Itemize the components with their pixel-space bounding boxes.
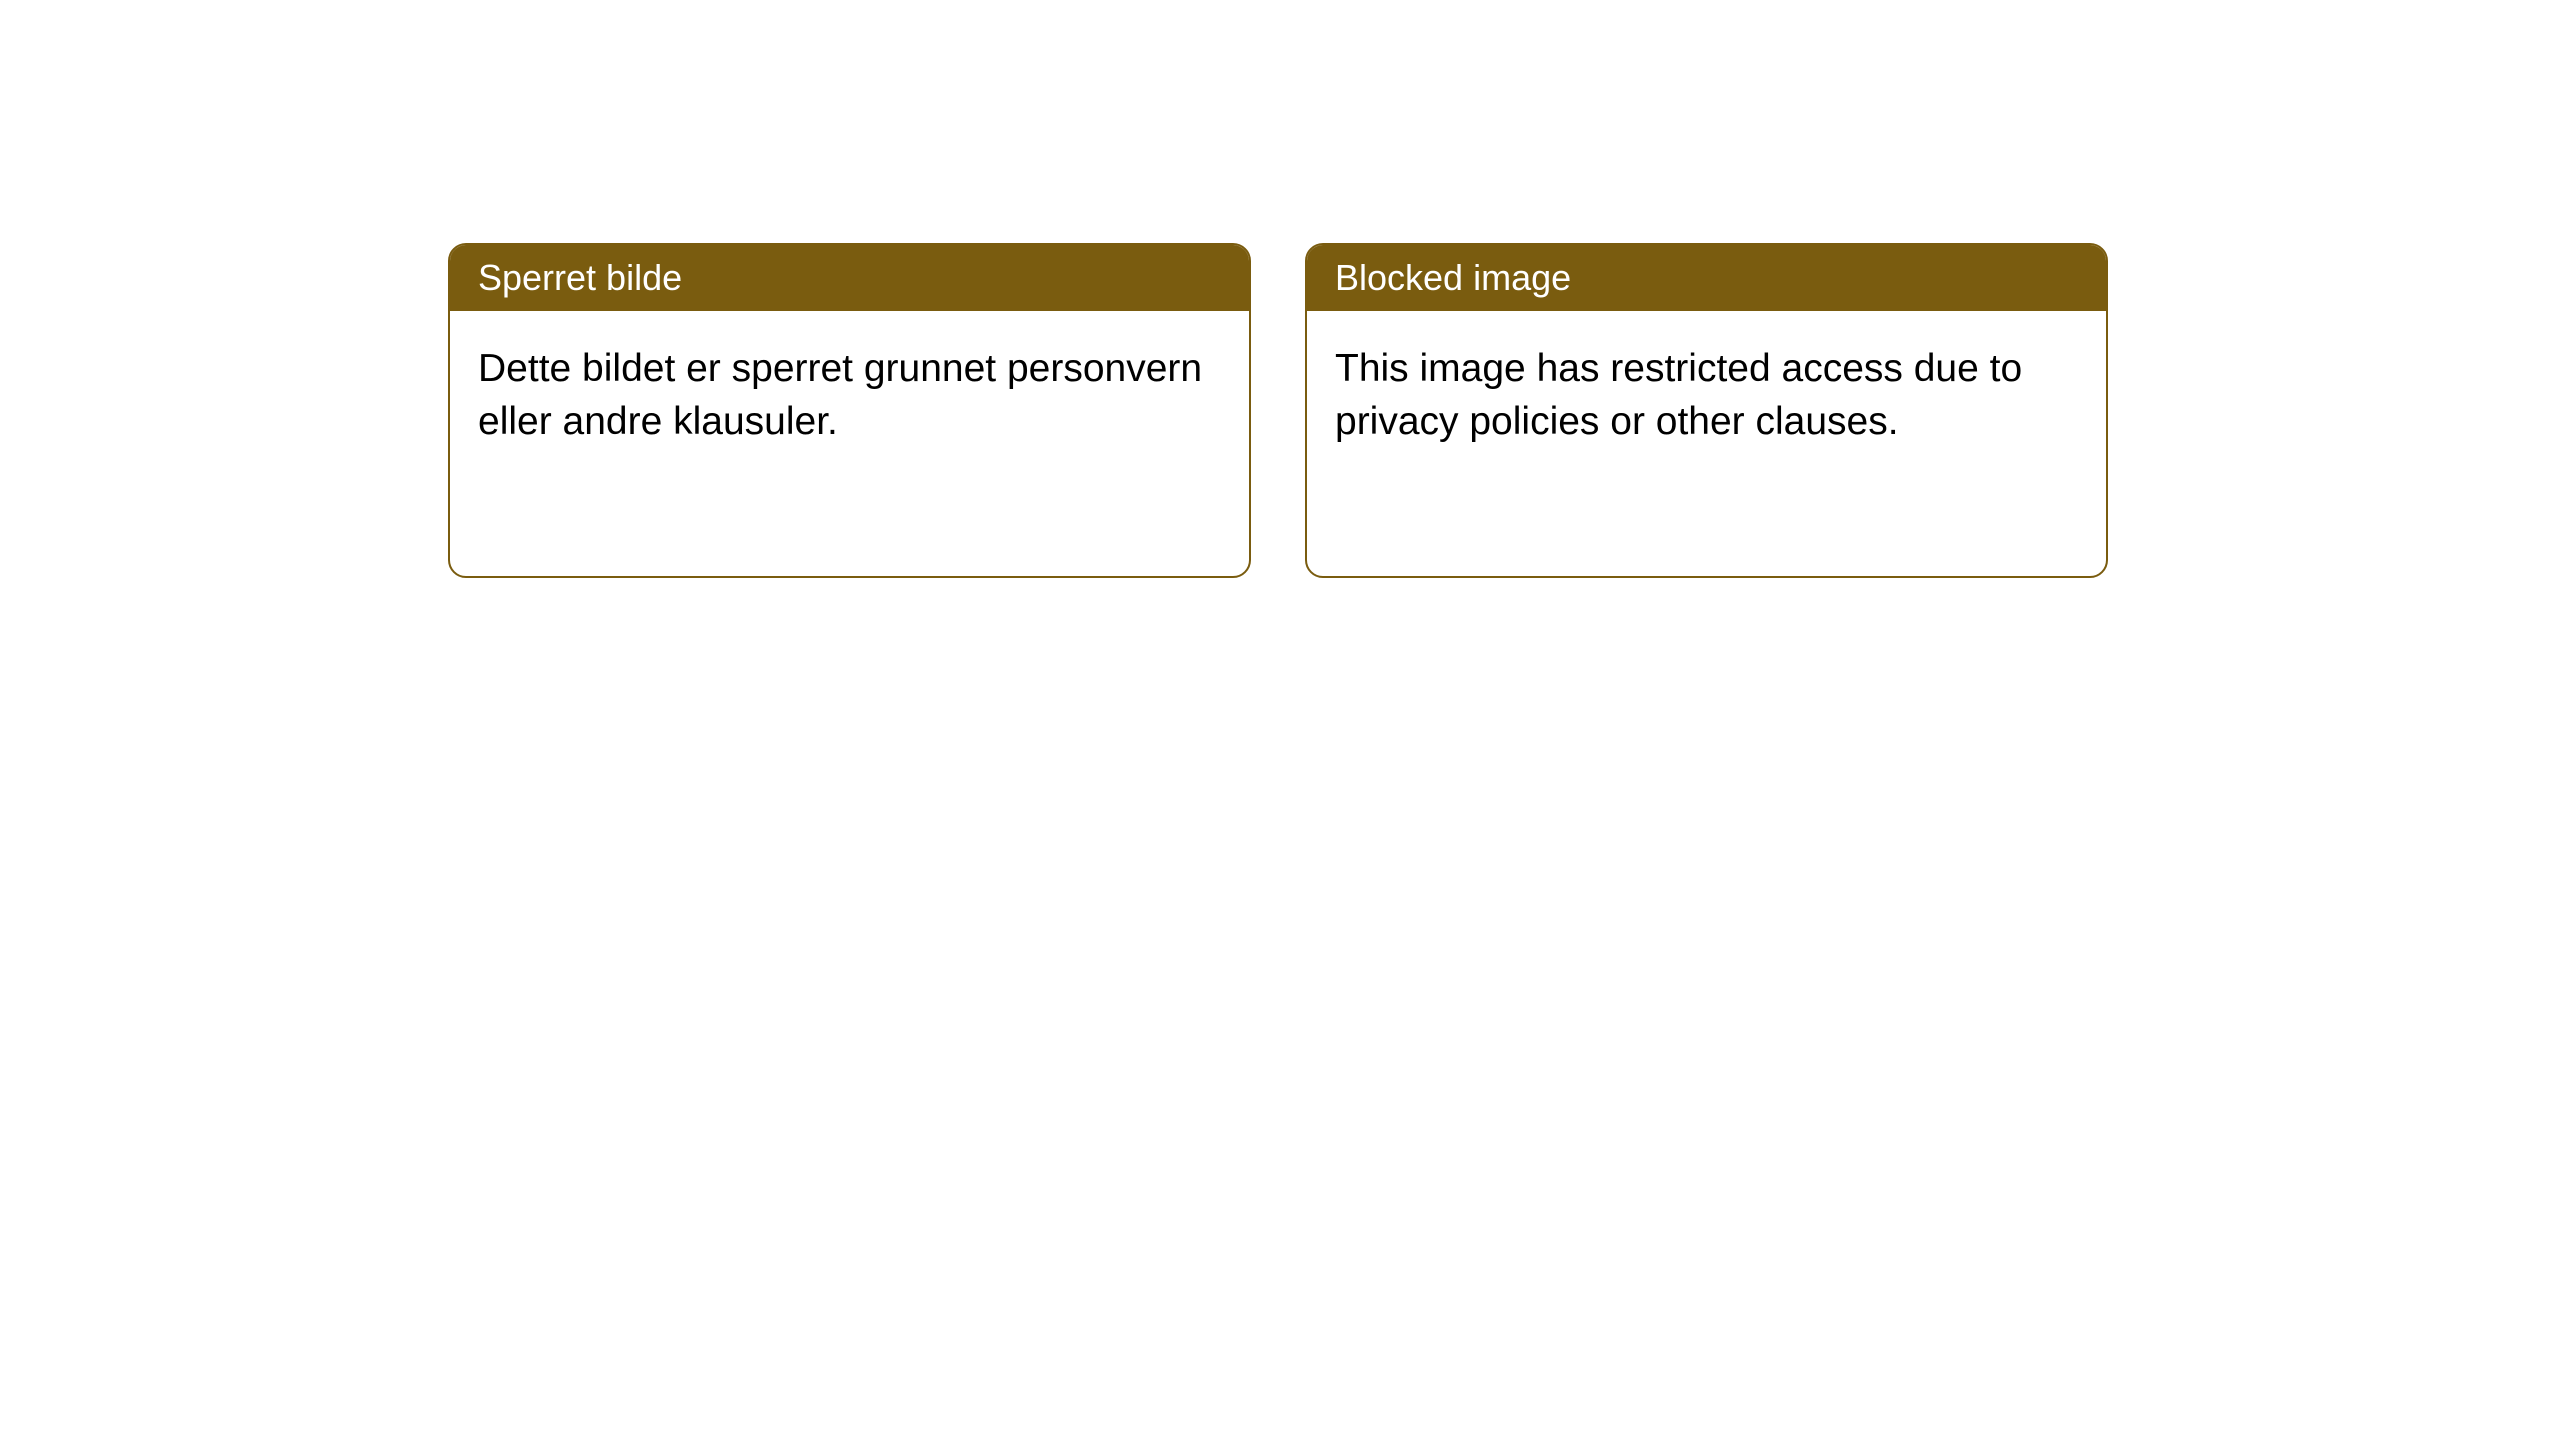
card-text-en: This image has restricted access due to …: [1335, 347, 2022, 443]
card-text-no: Dette bildet er sperret grunnet personve…: [478, 347, 1202, 443]
card-title-no: Sperret bilde: [478, 257, 682, 298]
blocked-image-card-no: Sperret bilde Dette bildet er sperret gr…: [448, 243, 1251, 578]
card-header-en: Blocked image: [1307, 245, 2106, 311]
card-header-no: Sperret bilde: [450, 245, 1249, 311]
notice-container: Sperret bilde Dette bildet er sperret gr…: [448, 243, 2108, 578]
card-title-en: Blocked image: [1335, 257, 1571, 298]
card-body-en: This image has restricted access due to …: [1307, 311, 2106, 480]
blocked-image-card-en: Blocked image This image has restricted …: [1305, 243, 2108, 578]
card-body-no: Dette bildet er sperret grunnet personve…: [450, 311, 1249, 480]
